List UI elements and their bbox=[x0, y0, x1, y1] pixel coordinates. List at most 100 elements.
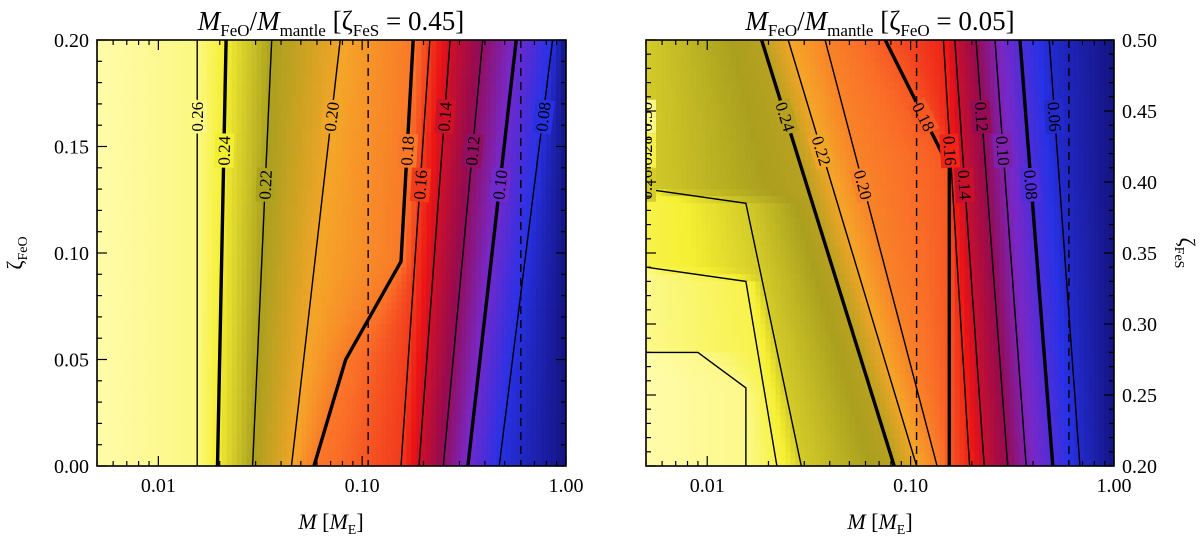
heatmap-cell bbox=[161, 295, 168, 304]
heatmap-cell bbox=[371, 189, 377, 197]
heatmap-cell bbox=[266, 68, 273, 77]
heatmap-cell bbox=[391, 395, 397, 403]
heatmap-cell bbox=[361, 366, 368, 375]
heatmap-cell bbox=[306, 373, 313, 382]
heatmap-cell bbox=[556, 203, 562, 211]
heatmap-cell bbox=[311, 359, 318, 368]
heatmap-cell bbox=[436, 174, 442, 183]
heatmap-cell bbox=[161, 125, 168, 133]
heatmap-cell bbox=[546, 224, 552, 233]
heatmap-cell bbox=[536, 387, 542, 396]
heatmap-cell bbox=[321, 82, 328, 91]
heatmap-cell bbox=[171, 281, 178, 290]
heatmap-cell bbox=[396, 125, 402, 133]
heatmap-cell bbox=[281, 331, 288, 339]
heatmap-cell bbox=[456, 380, 462, 389]
heatmap-cell bbox=[516, 118, 522, 126]
heatmap-cell bbox=[261, 231, 268, 240]
heatmap-cell bbox=[456, 387, 462, 396]
heatmap-cell bbox=[161, 395, 168, 403]
heatmap-cell bbox=[381, 245, 387, 254]
heatmap-cell bbox=[146, 316, 153, 325]
heatmap-cell bbox=[351, 316, 358, 325]
heatmap-cell bbox=[431, 89, 437, 98]
heatmap-cell bbox=[106, 118, 113, 126]
heatmap-cell bbox=[461, 167, 467, 176]
heatmap-cell bbox=[376, 231, 382, 240]
heatmap-cell bbox=[271, 402, 278, 410]
heatmap-cell bbox=[261, 118, 268, 126]
heatmap-cell bbox=[166, 96, 173, 105]
heatmap-cell bbox=[146, 359, 153, 368]
heatmap-cell bbox=[371, 324, 377, 332]
heatmap-cell bbox=[136, 167, 143, 176]
heatmap-cell bbox=[201, 40, 208, 48]
heatmap-cell bbox=[336, 224, 343, 233]
heatmap-cell bbox=[126, 54, 133, 62]
heatmap-cell bbox=[231, 281, 238, 290]
heatmap-cell bbox=[226, 210, 233, 219]
heatmap-cell bbox=[416, 338, 422, 346]
heatmap-cell bbox=[271, 139, 278, 148]
heatmap-cell bbox=[391, 331, 397, 339]
heatmap-cell bbox=[486, 125, 492, 133]
heatmap-cell bbox=[281, 40, 288, 48]
heatmap-cell bbox=[311, 54, 318, 62]
heatmap-cell bbox=[116, 210, 123, 219]
heatmap-cell bbox=[101, 309, 108, 318]
heatmap-cell bbox=[276, 89, 283, 98]
heatmap-cell bbox=[536, 288, 542, 297]
heatmap-cell bbox=[551, 409, 557, 417]
heatmap-cell bbox=[436, 139, 442, 148]
heatmap-cell bbox=[416, 68, 422, 77]
heatmap-cell bbox=[476, 345, 482, 353]
heatmap-cell bbox=[476, 217, 482, 226]
heatmap-cell bbox=[281, 316, 288, 325]
heatmap-cell bbox=[386, 89, 392, 98]
heatmap-cell bbox=[341, 217, 348, 226]
heatmap-cell bbox=[541, 146, 547, 155]
heatmap-cell bbox=[551, 373, 557, 382]
heatmap-cell bbox=[526, 359, 532, 368]
heatmap-cell bbox=[191, 132, 198, 140]
heatmap-cell bbox=[506, 245, 512, 254]
heatmap-cell bbox=[146, 331, 153, 339]
heatmap-cell bbox=[111, 409, 118, 417]
heatmap-cell bbox=[266, 309, 273, 318]
heatmap-cell bbox=[551, 338, 557, 346]
heatmap-cell bbox=[391, 160, 397, 169]
heatmap-cell bbox=[271, 295, 278, 304]
heatmap-cell bbox=[281, 203, 288, 211]
heatmap-cell bbox=[561, 40, 566, 48]
heatmap-cell bbox=[546, 373, 552, 382]
heatmap-cell bbox=[356, 245, 363, 254]
heatmap-cell bbox=[416, 309, 422, 318]
heatmap-cell bbox=[291, 316, 298, 325]
heatmap-cell bbox=[261, 402, 268, 410]
heatmap-cell bbox=[381, 316, 387, 325]
heatmap-cell bbox=[401, 75, 407, 84]
heatmap-cell bbox=[536, 324, 542, 332]
heatmap-cell bbox=[461, 210, 467, 219]
heatmap-cell bbox=[206, 196, 213, 204]
heatmap-cell bbox=[211, 352, 218, 361]
heatmap-cell bbox=[441, 359, 447, 368]
heatmap-cell bbox=[531, 146, 537, 155]
heatmap-cell bbox=[191, 373, 198, 382]
heatmap-cell bbox=[481, 274, 487, 282]
heatmap-cell bbox=[141, 302, 148, 311]
heatmap-cell bbox=[546, 146, 552, 155]
heatmap-cell bbox=[286, 82, 293, 91]
heatmap-cell bbox=[106, 146, 113, 155]
heatmap-cell bbox=[246, 96, 253, 105]
heatmap-cell bbox=[216, 75, 223, 84]
heatmap-cell bbox=[296, 309, 303, 318]
heatmap-cell bbox=[306, 366, 313, 375]
heatmap-cell bbox=[246, 217, 253, 226]
heatmap-cell bbox=[521, 40, 527, 48]
heatmap-cell bbox=[296, 61, 303, 69]
heatmap-cell bbox=[166, 75, 173, 84]
heatmap-cell bbox=[531, 359, 537, 368]
heatmap-cell bbox=[411, 288, 417, 297]
heatmap-cell bbox=[211, 288, 218, 297]
